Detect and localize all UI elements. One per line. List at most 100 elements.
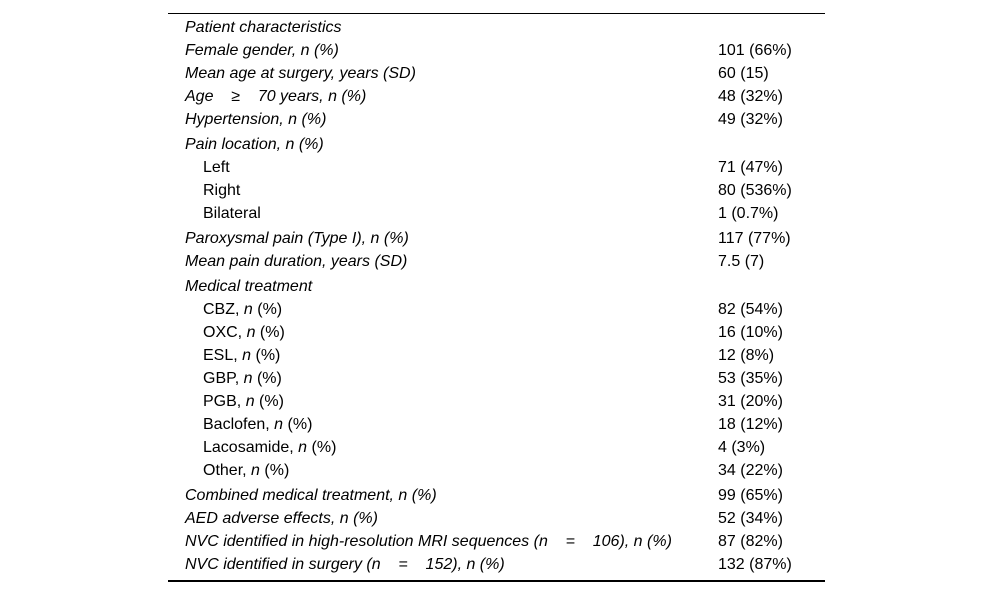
row-label: Hypertension, n (%) [168, 108, 718, 131]
row-label: Pain location, n (%) [168, 133, 718, 156]
row-label-text: (%) [283, 416, 313, 433]
row-value: 48 (32%) [718, 88, 783, 105]
table-row-treatment-gbp: GBP, n (%) 53 (35%) [168, 367, 825, 390]
row-label-text: NVC identified in high-resolution MRI se… [185, 533, 672, 550]
table-row-pain-location: Pain location, n (%) [168, 133, 825, 156]
row-label-text: Baclofen, [203, 416, 275, 433]
row-label-text: Female gender, n (%) [185, 42, 339, 59]
row-value: 132 (87%) [718, 556, 792, 573]
row-label-text: Mean pain duration, years (SD) [185, 253, 408, 270]
row-label-text: Lacosamide, [203, 439, 299, 456]
row-value: 31 (20%) [718, 393, 783, 410]
table-row-mean-pain-duration: Mean pain duration, years (SD) 7.5 (7) [168, 250, 825, 273]
row-label: Right [168, 179, 718, 202]
row-label-text: Left [203, 159, 230, 176]
row-label: Lacosamide, n (%) [168, 436, 718, 459]
row-label: Left [168, 156, 718, 179]
row-value: 80 (536%) [718, 182, 792, 199]
row-value: 87 (82%) [718, 533, 783, 550]
row-label-text: n [245, 393, 255, 410]
row-label-text: (%) [254, 393, 284, 410]
row-label: Patient characteristics [168, 16, 718, 39]
row-value: 16 (10%) [718, 324, 783, 341]
table-row-treatment-lacosamide: Lacosamide, n (%) 4 (3%) [168, 436, 825, 459]
row-label-text: n [298, 439, 308, 456]
row-label: ESL, n (%) [168, 344, 718, 367]
row-label: OXC, n (%) [168, 321, 718, 344]
row-label-text: n [242, 347, 252, 364]
row-value: 101 (66%) [718, 42, 792, 59]
row-label: Combined medical treatment, n (%) [168, 484, 718, 507]
row-label: Mean age at surgery, years (SD) [168, 62, 718, 85]
row-label: Medical treatment [168, 275, 718, 298]
row-label: NVC identified in high-resolution MRI se… [168, 530, 718, 553]
row-label-text: Paroxysmal pain (Type I), n (%) [185, 230, 409, 247]
row-label-text: AED adverse effects, n (%) [185, 510, 378, 527]
table-row-age-70-or-more: Age ≥ 70 years, n (%) 48 (32%) [168, 85, 825, 108]
table-row-treatment-cbz: CBZ, n (%) 82 (54%) [168, 298, 825, 321]
row-label-text: Medical treatment [185, 278, 313, 295]
row-label-text: (%) [255, 324, 285, 341]
table-row-treatment-baclofen: Baclofen, n (%) 18 (12%) [168, 413, 825, 436]
row-label-text: (%) [307, 439, 337, 456]
patient-characteristics-table: Patient characteristics Female gender, n… [168, 13, 825, 582]
row-label: Other, n (%) [168, 459, 718, 482]
table-row-patient-characteristics: Patient characteristics [168, 16, 825, 39]
row-label-text: (%) [252, 370, 282, 387]
row-label-text: Combined medical treatment, n (%) [185, 487, 437, 504]
table-row-nvc-identified-mri: NVC identified in high-resolution MRI se… [168, 530, 825, 553]
row-value: 60 (15) [718, 65, 769, 82]
row-value: 18 (12%) [718, 416, 783, 433]
row-label-text: Pain location, n (%) [185, 136, 324, 153]
row-label-text: Right [203, 182, 241, 199]
row-value: 99 (65%) [718, 487, 783, 504]
row-label-text: Age ≥ 70 years, n (%) [185, 88, 367, 105]
row-label-text: Other, [203, 462, 252, 479]
row-value: 71 (47%) [718, 159, 783, 176]
row-label-text: Mean age at surgery, years (SD) [185, 65, 416, 82]
table-row-combined-medical-treatment: Combined medical treatment, n (%) 99 (65… [168, 484, 825, 507]
table-row-medical-treatment: Medical treatment [168, 275, 825, 298]
row-label-text: PGB, [203, 393, 246, 410]
table-row-pain-location-right: Right 80 (536%) [168, 179, 825, 202]
row-value: 7.5 (7) [718, 253, 765, 270]
table-row-aed-adverse-effects: AED adverse effects, n (%) 52 (34%) [168, 507, 825, 530]
row-label-text: n [274, 416, 284, 433]
row-value: 117 (77%) [718, 230, 791, 247]
row-label-text: (%) [259, 462, 290, 479]
row-label-text: n [246, 324, 256, 341]
table-row-nvc-identified-surgery: NVC identified in surgery (n = 152), n (… [168, 553, 825, 576]
table-row-hypertension: Hypertension, n (%) 49 (32%) [168, 108, 825, 131]
row-value: 1 (0.7%) [718, 205, 779, 222]
table-row-treatment-other: Other, n (%) 34 (22%) [168, 459, 825, 482]
row-label-text: Bilateral [203, 205, 261, 222]
table-row-treatment-esl: ESL, n (%) 12 (8%) [168, 344, 825, 367]
row-value: 52 (34%) [718, 510, 783, 527]
row-label: GBP, n (%) [168, 367, 718, 390]
row-label-text: n [251, 462, 260, 479]
row-value: 53 (35%) [718, 370, 783, 387]
row-value [718, 16, 825, 39]
row-value: 34 (22%) [718, 462, 783, 479]
row-label: Female gender, n (%) [168, 39, 718, 62]
row-label: Paroxysmal pain (Type I), n (%) [168, 227, 718, 250]
table-row-treatment-oxc: OXC, n (%) 16 (10%) [168, 321, 825, 344]
row-label: AED adverse effects, n (%) [168, 507, 718, 530]
row-value [718, 275, 825, 298]
table-row-mean-age-at-surgery: Mean age at surgery, years (SD) 60 (15) [168, 62, 825, 85]
row-value: 49 (32%) [718, 111, 783, 128]
row-label-text: CBZ, [203, 301, 244, 318]
table-body: Patient characteristics Female gender, n… [168, 16, 825, 576]
row-label-text: GBP, [203, 370, 244, 387]
row-value: 82 (54%) [718, 301, 783, 318]
row-label-text: n [243, 370, 253, 387]
row-label-text: (%) [251, 347, 281, 364]
table-row-treatment-pgb: PGB, n (%) 31 (20%) [168, 390, 825, 413]
row-label: PGB, n (%) [168, 390, 718, 413]
row-label-text: (%) [252, 301, 283, 318]
row-value: 4 (3%) [718, 439, 766, 456]
row-label: CBZ, n (%) [168, 298, 718, 321]
row-label-text: OXC, [203, 324, 247, 341]
row-label-text: Hypertension, n (%) [185, 111, 327, 128]
